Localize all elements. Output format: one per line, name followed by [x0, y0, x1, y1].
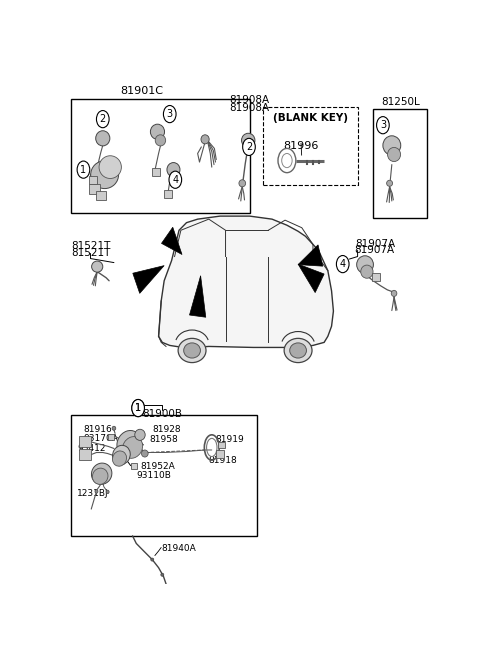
Ellipse shape [112, 451, 127, 466]
Circle shape [77, 161, 90, 178]
Text: 81958: 81958 [149, 436, 178, 444]
Ellipse shape [151, 558, 154, 561]
Ellipse shape [122, 437, 143, 459]
Bar [79, 449, 91, 460]
Ellipse shape [135, 429, 145, 440]
Ellipse shape [150, 124, 165, 139]
Text: (BLANK KEY): (BLANK KEY) [273, 113, 348, 123]
Text: 81907A: 81907A [355, 239, 395, 249]
Ellipse shape [117, 430, 141, 457]
Ellipse shape [357, 256, 373, 274]
Text: 81907A: 81907A [355, 245, 395, 255]
Text: 81940A: 81940A [161, 544, 196, 553]
Ellipse shape [184, 343, 201, 358]
Text: 4: 4 [172, 174, 179, 185]
Ellipse shape [92, 468, 108, 484]
Text: 81900B: 81900B [142, 409, 182, 419]
Ellipse shape [106, 490, 109, 494]
Text: 81952A: 81952A [140, 462, 175, 471]
Ellipse shape [178, 338, 206, 363]
Text: 81928: 81928 [152, 425, 181, 434]
Ellipse shape [127, 611, 135, 620]
Ellipse shape [92, 261, 103, 272]
Bar [263, 106, 358, 185]
Text: 3: 3 [167, 109, 173, 119]
Ellipse shape [383, 136, 401, 155]
Text: 93170A: 93170A [83, 434, 118, 443]
Text: 81916: 81916 [83, 425, 112, 434]
Ellipse shape [112, 426, 116, 430]
Ellipse shape [391, 291, 397, 297]
Text: 81901C: 81901C [120, 87, 163, 96]
Ellipse shape [167, 163, 180, 176]
Ellipse shape [361, 265, 373, 278]
Ellipse shape [91, 161, 119, 188]
Text: 81996: 81996 [283, 141, 319, 152]
Text: 81918: 81918 [209, 455, 238, 464]
Ellipse shape [387, 148, 401, 161]
Polygon shape [158, 216, 334, 348]
Text: 1: 1 [135, 403, 141, 413]
Ellipse shape [161, 573, 164, 576]
Ellipse shape [95, 489, 98, 493]
Polygon shape [190, 276, 206, 318]
Circle shape [243, 138, 255, 155]
Bar [218, 442, 225, 449]
Ellipse shape [290, 343, 306, 358]
Circle shape [163, 106, 176, 123]
Bar [372, 273, 380, 281]
Polygon shape [298, 245, 323, 266]
Text: 81908A: 81908A [229, 103, 270, 113]
Bar [71, 415, 257, 536]
Circle shape [132, 400, 144, 417]
Ellipse shape [241, 133, 255, 148]
Ellipse shape [92, 463, 112, 484]
Text: 81908A: 81908A [229, 95, 270, 105]
Bar [152, 168, 160, 176]
Polygon shape [161, 227, 182, 255]
Bar [71, 99, 250, 213]
Polygon shape [298, 264, 324, 293]
Bar [131, 462, 137, 468]
Ellipse shape [99, 155, 121, 178]
Polygon shape [133, 266, 164, 293]
Circle shape [377, 117, 389, 134]
Bar [89, 176, 97, 184]
Bar [79, 436, 91, 447]
Ellipse shape [284, 338, 312, 363]
Bar [89, 184, 100, 194]
Text: 4: 4 [340, 259, 346, 269]
Bar [164, 190, 172, 198]
Ellipse shape [112, 445, 130, 464]
Circle shape [336, 255, 349, 273]
Circle shape [96, 111, 109, 128]
Bar [216, 451, 224, 458]
Text: 81521T: 81521T [71, 248, 110, 258]
Text: 95412: 95412 [77, 444, 106, 453]
Bar [373, 109, 427, 218]
Ellipse shape [155, 134, 166, 146]
Text: 1231BJ: 1231BJ [77, 489, 109, 499]
Ellipse shape [386, 180, 393, 186]
Text: 1: 1 [80, 165, 86, 174]
Circle shape [132, 400, 144, 417]
Text: 2: 2 [100, 114, 106, 124]
Ellipse shape [96, 131, 110, 146]
Text: 1: 1 [135, 403, 141, 413]
Text: 81521T: 81521T [71, 241, 110, 251]
Text: 81250L: 81250L [381, 97, 420, 107]
Ellipse shape [201, 134, 209, 144]
Bar [96, 191, 106, 200]
Text: 2: 2 [246, 142, 252, 152]
Text: 3: 3 [380, 120, 386, 130]
Ellipse shape [142, 450, 148, 457]
Circle shape [169, 171, 181, 188]
Text: 81919: 81919 [216, 436, 244, 444]
Ellipse shape [239, 180, 246, 187]
Bar [108, 434, 114, 440]
Text: 93110B: 93110B [136, 471, 171, 480]
